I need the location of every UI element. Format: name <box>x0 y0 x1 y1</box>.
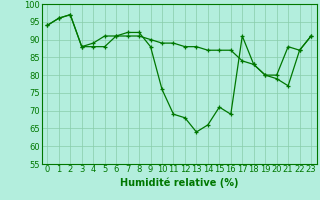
X-axis label: Humidité relative (%): Humidité relative (%) <box>120 177 238 188</box>
